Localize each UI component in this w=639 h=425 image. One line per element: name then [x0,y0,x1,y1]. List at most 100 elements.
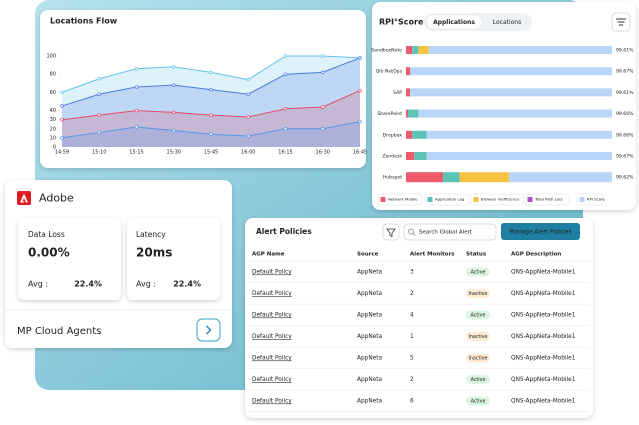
legend-swatch [427,197,433,202]
column-header: Status [466,252,487,258]
metric-label: Latency [136,230,166,239]
x-tick-label: 15:45 [204,150,218,156]
y-tick-label: 10 [50,135,56,141]
status-label: Inactive [468,291,487,297]
score-label: 99.67% [616,154,634,160]
y-tick-label: 40 [50,108,56,114]
cell: AppNeta [357,334,383,340]
bar-segment [406,109,409,118]
point [246,134,251,138]
filter-button[interactable] [382,223,400,241]
legend-label: Total Path Loss [534,197,563,202]
point [358,56,362,60]
locations-chart: 0 10 20 30 40 60 80 100 14:59 15:10 15:15 15:30 15:4… [46,54,367,156]
point [358,88,362,93]
alerts-table: AGP Name Source Alert Monitors Status AGP De… [248,252,590,413]
point [209,132,213,137]
status-label: Inactive [468,356,487,362]
point [246,115,251,119]
x-tick-label: 15:15 [129,150,143,156]
avg-value: 22.4% [74,280,102,289]
point [321,54,325,58]
point [97,130,101,135]
policy-link[interactable]: Default Policy [252,291,292,297]
bar-segment [410,67,612,76]
y-tick-label: 100 [46,54,56,60]
tab[interactable]: Applications [433,19,475,26]
row-label: Hubspot [383,175,402,181]
row-label: SAP [393,90,402,96]
policy-link[interactable]: Default Policy [252,377,292,383]
point [60,117,64,122]
series-area [62,56,360,147]
footer-label: MP Cloud Agents [17,326,101,337]
adobe-logo-glyph [20,193,28,203]
x-tick-label: 15:30 [167,150,181,156]
score-label: 99.66% [616,111,634,117]
card-title: Locations Flow [50,17,118,26]
next-button[interactable] [196,318,221,342]
bar-segment [428,46,612,54]
row-label: SharePoint [377,111,402,117]
bar-segment [406,46,413,54]
score-label: 99.62% [616,175,634,181]
policy-link[interactable]: Default Policy [252,399,292,405]
score-label: 99.66% [616,132,634,138]
status-pill [466,332,490,341]
cell: 5 [410,356,414,362]
series-area [62,90,360,147]
point [209,113,213,117]
bar-segment [412,46,419,54]
legend-swatch [579,197,585,202]
legend-chip [424,193,470,206]
cell: AppNeta [357,356,383,362]
x-tick-label: 16:00 [241,150,255,156]
point [172,65,176,69]
point [321,70,325,75]
cell: QNS-AppNeta-Mobile1 [511,291,576,297]
point [321,127,325,131]
cell: 6 [410,399,414,405]
point [134,85,139,89]
status-pill [466,396,490,406]
policy-link[interactable]: Default Policy [252,334,292,340]
metric-value: 0.00% [28,246,70,260]
point [60,90,64,95]
point [321,105,325,109]
alerts-card [245,218,593,418]
cell: QNS-AppNeta-Mobile1 [511,270,576,276]
policy-link[interactable]: Default Policy [252,313,292,319]
point [134,125,139,129]
legend-label: RPI Score [587,197,606,202]
point [134,66,139,71]
bar-segment [408,109,419,118]
bar-segment [406,152,415,160]
point [246,92,251,96]
policy-link[interactable]: Default Policy [252,356,292,362]
score-label: 99.67% [616,69,634,75]
bar-segment [418,46,429,54]
y-tick-label: 20 [50,126,56,132]
column-header: Source [357,252,379,258]
legend-label: Network Mobile [388,197,418,202]
cell: AppNeta [357,270,383,276]
filter-icon [616,18,626,26]
legend-chip [576,193,604,206]
cell: QNS-AppNeta-Mobile1 [511,399,576,405]
series-area [62,57,360,147]
manage-button[interactable] [501,223,580,240]
status-label: Active [471,313,486,319]
bar-segment [459,172,509,183]
tab[interactable]: Locations [493,19,522,26]
x-tick-label: 16:45 [353,150,367,156]
policy-link[interactable]: Default Policy [252,270,292,276]
cell: 4 [410,313,414,319]
bar-segment [412,130,427,139]
bar-segment [426,152,612,160]
tab-active[interactable] [425,14,483,30]
point [246,77,251,82]
x-tick-label: 14:59 [55,150,69,156]
search-box[interactable] [403,223,497,241]
point [209,87,213,92]
